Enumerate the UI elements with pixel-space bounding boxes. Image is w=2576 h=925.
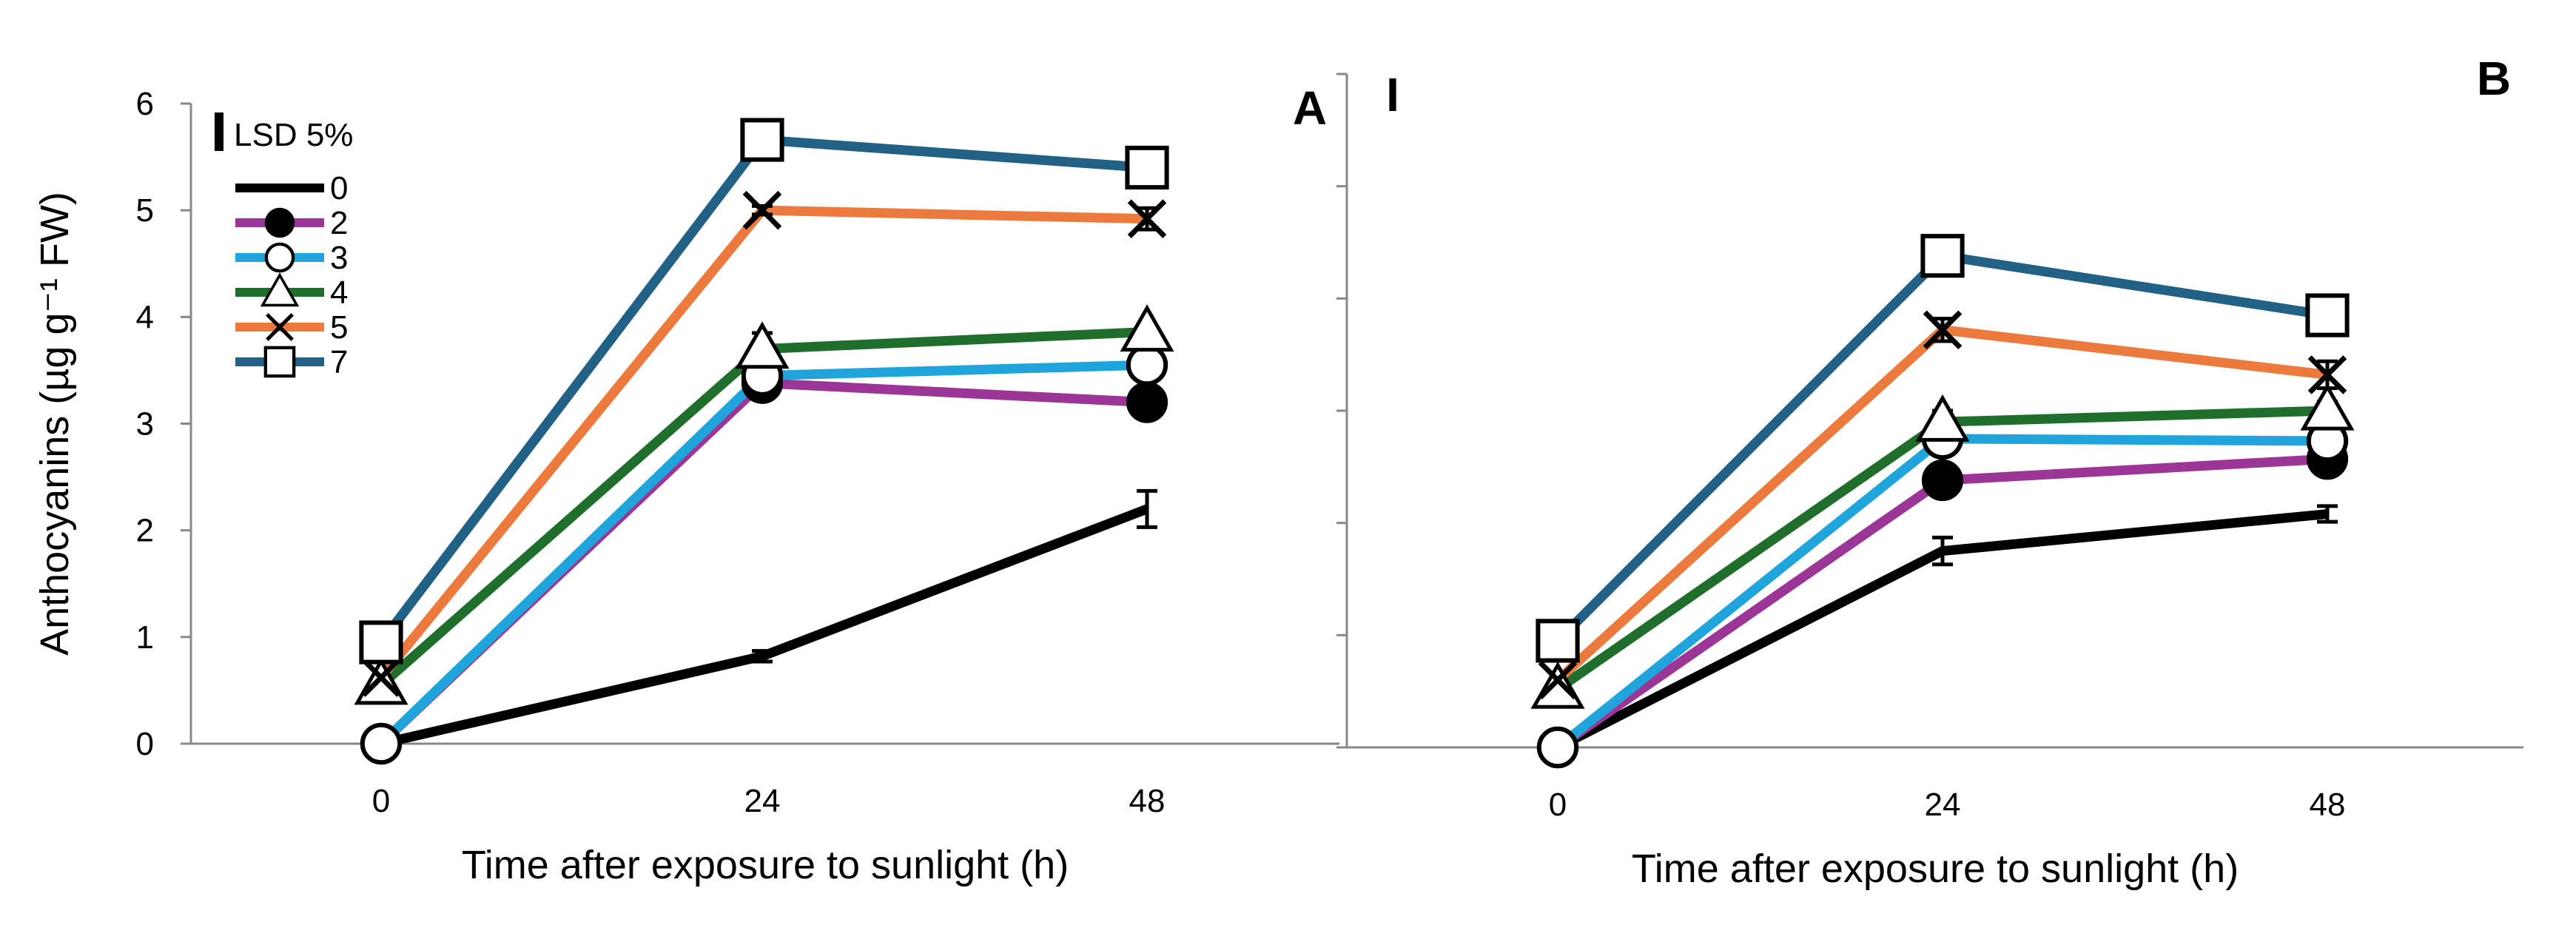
- lsd-bar-icon: [215, 112, 223, 151]
- y-tick-label: 2: [136, 513, 154, 549]
- data-point-4: [735, 321, 790, 369]
- data-point-5: [1538, 660, 1578, 700]
- data-point-4: [2300, 383, 2355, 431]
- legend-label: 5: [330, 309, 348, 346]
- series-line-2: [377, 378, 1148, 747]
- legend-item: 3: [235, 240, 348, 276]
- data-point-2: [1921, 459, 1964, 502]
- legend-marker-icon: [260, 272, 300, 307]
- data-point-4: [1530, 661, 1585, 709]
- lsd-marker: I: [1386, 68, 1399, 121]
- error-bar: [1932, 535, 1953, 567]
- legend-label: 7: [330, 344, 348, 380]
- legend-label: 3: [330, 240, 348, 276]
- y-axis-title: Anthocyanins (µg g⁻¹ FW): [33, 192, 77, 656]
- data-point-4: [1915, 394, 1970, 442]
- series-line-5: [1554, 325, 2328, 684]
- legend-title: LSD 5%: [234, 117, 353, 153]
- error-bar: [2317, 504, 2338, 524]
- legend-item: 2: [235, 205, 348, 241]
- x-tick-label: 0: [372, 783, 390, 819]
- panel-label: B: [2477, 52, 2511, 105]
- panel-b: 0 24 48 Time after exposure to sunlight (h)…: [1336, 52, 2523, 891]
- x-tick-label: 24: [744, 783, 781, 819]
- legend-marker-icon: [264, 242, 295, 273]
- x-tick-label: 48: [1129, 783, 1166, 819]
- y-tick-label: 4: [136, 299, 154, 335]
- data-point-5: [742, 190, 782, 230]
- error-bar: [752, 649, 773, 664]
- y-tick-label: 3: [136, 406, 154, 443]
- x-axis-title: Time after exposure to sunlight (h): [1632, 847, 2239, 891]
- data-point-3: [360, 722, 403, 765]
- data-point-7: [359, 620, 403, 665]
- data-point-2: [1126, 381, 1168, 423]
- data-point-5: [2307, 355, 2347, 394]
- legend-item: 5: [235, 309, 348, 346]
- data-point-5: [1923, 310, 1963, 350]
- x-tick-label: 24: [1925, 787, 1961, 823]
- legend-item: 4: [235, 272, 348, 311]
- y-tick-label: 5: [136, 192, 154, 229]
- legend-marker-icon: [264, 207, 295, 238]
- error-bar: [1137, 488, 1157, 529]
- legend-item: 0: [235, 170, 348, 206]
- y-tick-label: 6: [136, 86, 154, 122]
- x-tick-label: 0: [1549, 787, 1567, 823]
- data-point-7: [2305, 293, 2350, 337]
- data-point-3: [1536, 726, 1579, 769]
- data-point-4: [1120, 304, 1174, 352]
- y-tick-label: 1: [136, 619, 154, 656]
- panel-label: A: [1293, 81, 1327, 135]
- x-tick-label: 48: [2310, 787, 2346, 823]
- data-point-7: [1536, 619, 1580, 663]
- data-point-7: [1920, 234, 1965, 278]
- legend-marker-icon: [266, 313, 294, 341]
- legend-label: 4: [330, 275, 348, 311]
- y-tick-label: 0: [136, 726, 154, 762]
- data-point-5: [1127, 199, 1167, 238]
- x-axis-title: Time after exposure to sunlight (h): [462, 843, 1069, 887]
- legend-label: 0: [330, 170, 348, 206]
- legend-label: 2: [330, 205, 348, 241]
- data-point-7: [740, 118, 784, 162]
- series-line-5: [377, 205, 1148, 681]
- data-point-7: [1125, 145, 1169, 190]
- legend-marker-icon: [263, 346, 296, 378]
- legend-item: 7: [235, 344, 348, 380]
- data-point-5: [361, 658, 401, 697]
- data-point-3: [1126, 344, 1168, 386]
